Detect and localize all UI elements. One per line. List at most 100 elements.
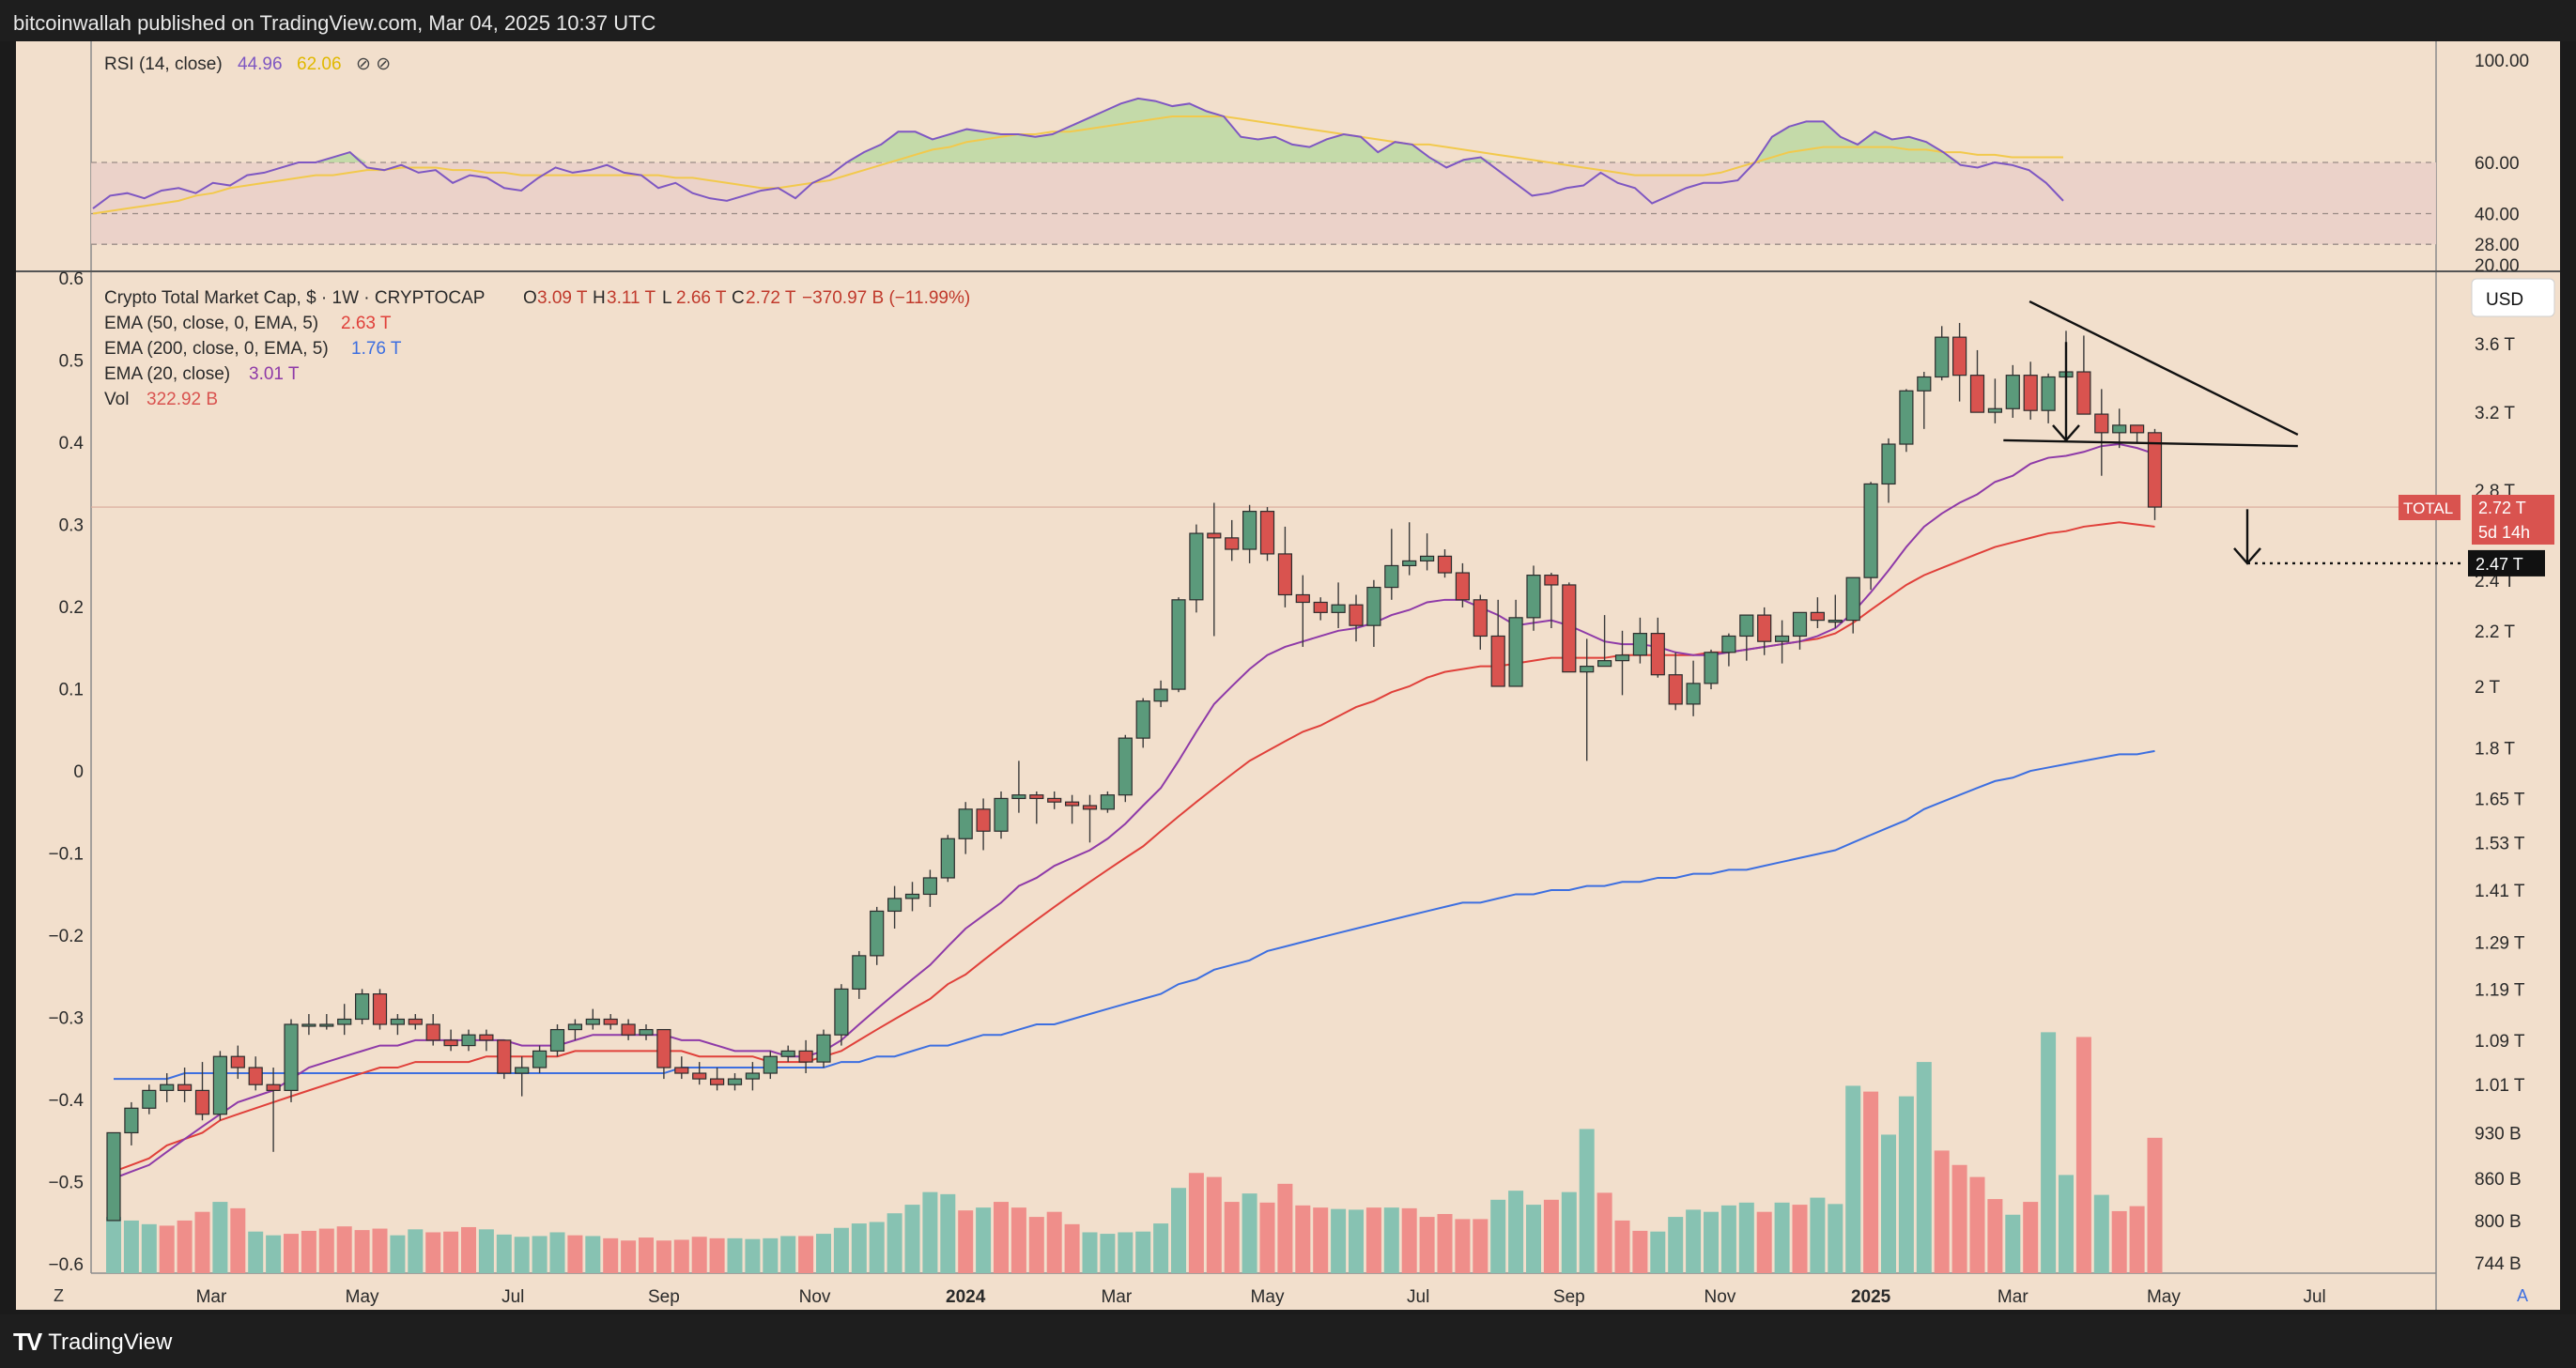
publisher-text: bitcoinwallah published on TradingView.c… <box>13 11 656 35</box>
candle-body <box>177 1084 193 1091</box>
ohlc-key: C <box>732 288 745 308</box>
volume-bar <box>1508 1191 1524 1273</box>
volume-bar <box>1242 1193 1257 1273</box>
price-axis-label: 1.65 T <box>2475 790 2525 809</box>
left-axis-label: 0.3 <box>59 516 84 536</box>
rsi-axis-label: 28.00 <box>2475 236 2520 255</box>
volume-bar <box>656 1240 671 1273</box>
rsi-axis-label: 100.00 <box>2475 52 2529 71</box>
volume-bar <box>1349 1209 1364 1273</box>
time-axis-label: May <box>2147 1287 2181 1307</box>
volume-bar <box>585 1236 601 1273</box>
candle-body <box>1064 801 1080 807</box>
price-tag-name: TOTAL <box>2403 500 2453 517</box>
candle-body <box>1508 617 1523 687</box>
price-axis-label: 1.19 T <box>2475 980 2525 1000</box>
candle-body <box>1810 611 1826 622</box>
volume-bar <box>1916 1062 1932 1273</box>
volume-bar <box>727 1237 743 1273</box>
candle-body <box>124 1107 139 1134</box>
volume-bar <box>994 1202 1009 1273</box>
volume-bar <box>2147 1137 2163 1273</box>
price-tag-countdown: 5d 14h <box>2478 523 2530 542</box>
price-axis-label: 860 B <box>2475 1170 2522 1190</box>
volume-bar <box>2129 1206 2145 1273</box>
candles <box>106 322 2163 1222</box>
candle-body <box>958 808 973 839</box>
time-axis-label: Mar <box>1101 1287 1132 1307</box>
descending-trendline <box>2028 300 2299 437</box>
left-axis-label: 0 <box>73 762 84 782</box>
candle-body <box>692 1072 707 1080</box>
candle-body <box>940 838 955 879</box>
candle-body <box>1632 633 1648 656</box>
candle-body <box>1969 375 1985 413</box>
candle-body <box>1171 599 1186 690</box>
ema20-value: 3.01 T <box>249 364 300 384</box>
candle-body <box>1419 555 1435 562</box>
candle-body <box>1917 376 1932 392</box>
candle-body <box>1668 674 1683 705</box>
auto-scale-left-button[interactable]: Z <box>46 1284 74 1305</box>
volume-bar <box>1686 1209 1702 1273</box>
volume-bar <box>745 1238 761 1273</box>
rsi-ma-line <box>92 115 2063 215</box>
candle-body <box>408 1018 423 1025</box>
ema20-label: EMA (20, close) <box>104 364 230 384</box>
candle-body <box>1597 660 1612 668</box>
volume-bar <box>354 1230 370 1273</box>
currency-button[interactable]: USD <box>2471 278 2555 317</box>
price-axis-label: 1.29 T <box>2475 933 2525 953</box>
time-axis-label: 2024 <box>946 1287 986 1307</box>
candle-body <box>674 1067 689 1074</box>
auto-scale-right-button[interactable]: A <box>2509 1284 2536 1305</box>
candle-body <box>1029 794 1044 800</box>
volume-bar <box>1188 1173 1204 1273</box>
time-axis-label: May <box>346 1287 379 1307</box>
volume-bar <box>372 1228 388 1273</box>
volume-bar <box>1118 1232 1134 1273</box>
volume-bar <box>318 1228 334 1273</box>
time-axis-label: Sep <box>1553 1287 1585 1307</box>
projection-arrow-head <box>2052 424 2080 442</box>
candle-body <box>1863 483 1878 578</box>
volume-bar <box>1206 1176 1222 1273</box>
volume-bar <box>1881 1134 1896 1273</box>
volume-bar <box>1526 1205 1541 1273</box>
left-axis-label: −0.3 <box>48 1009 84 1029</box>
candle-body <box>372 993 388 1025</box>
candle-body <box>567 1023 583 1031</box>
candle-body <box>1987 407 2002 413</box>
ohlc-key: H <box>593 288 606 308</box>
candle-body <box>160 1084 175 1091</box>
candle-body <box>2076 371 2091 415</box>
candle-body <box>1047 797 1062 803</box>
candle-body <box>1153 688 1168 702</box>
volume-bar <box>1792 1205 1808 1273</box>
candle-body <box>266 1084 281 1091</box>
left-axis-label: 0.1 <box>59 681 84 700</box>
candle-body <box>1757 614 1772 642</box>
price-axis-label: 3.2 T <box>2475 404 2515 423</box>
volume-bar <box>940 1193 956 1273</box>
candle-body <box>390 1018 405 1025</box>
volume-bar <box>2005 1214 2021 1273</box>
candle-body <box>461 1034 476 1047</box>
ohlc-key: O <box>523 288 537 308</box>
volume-bar <box>1863 1091 1879 1273</box>
volume-bar <box>408 1229 424 1273</box>
candle-body <box>497 1039 512 1074</box>
volume-bar <box>976 1207 992 1273</box>
tradingview-logo[interactable]: TV TradingView <box>13 1328 172 1357</box>
candle-body <box>1473 599 1488 638</box>
candle-body <box>603 1018 618 1025</box>
scale-right-label: A <box>2517 1286 2528 1305</box>
ema50-value: 2.63 T <box>341 314 392 333</box>
volume-bar <box>1135 1231 1151 1273</box>
volume-bar <box>1543 1199 1559 1273</box>
candle-body <box>1225 537 1240 550</box>
candle-body <box>1845 576 1860 622</box>
volume-bar <box>2041 1032 2057 1273</box>
